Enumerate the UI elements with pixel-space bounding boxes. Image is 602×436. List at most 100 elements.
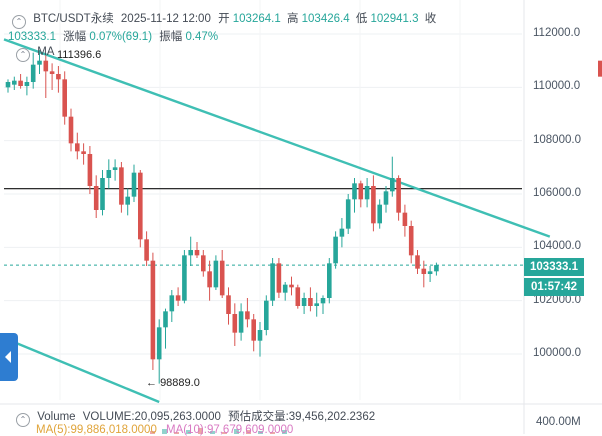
candle-body <box>219 260 225 296</box>
candle-body <box>421 268 427 274</box>
candle-body <box>226 295 231 314</box>
candle-body <box>295 287 301 306</box>
candle-body <box>87 154 93 186</box>
candle-body <box>333 236 338 264</box>
candle-body <box>289 284 294 288</box>
volume-bar <box>246 430 251 434</box>
volume-ma5: MA(5):99,886,018.0000 <box>36 424 157 436</box>
candle-body <box>81 151 86 154</box>
volume-bar <box>198 428 203 434</box>
candle-body <box>175 295 181 301</box>
candle-body <box>18 80 23 86</box>
candle-body <box>138 172 143 240</box>
candle-body <box>270 263 275 301</box>
candle-body <box>314 303 319 306</box>
candle-body <box>396 178 401 213</box>
candle-body <box>371 186 376 224</box>
max-price-value: 111396.6 <box>57 49 102 61</box>
candle-body <box>390 178 395 192</box>
candle-body <box>150 260 156 360</box>
ma-label[interactable]: MA <box>37 46 55 58</box>
expand-panel-button[interactable] <box>0 333 18 381</box>
candle-body <box>408 226 414 256</box>
candle-body <box>308 298 313 306</box>
forecast-volume: 预估成交量:39,456,202.2362 <box>228 411 376 423</box>
high-label: 高 <box>286 13 299 25</box>
candle-body <box>238 311 244 333</box>
price-tick-label: 100000.0 <box>533 347 581 359</box>
volume-bar <box>282 430 287 434</box>
max-price-annotation: 111396.6 <box>57 49 101 61</box>
candle-body <box>144 239 149 261</box>
left-arrow-icon: ← <box>146 377 157 389</box>
candle-body <box>402 212 408 226</box>
candle-body <box>415 255 420 269</box>
high-value: 103426.4 <box>301 13 350 25</box>
change-value: 0.07%(69.1) <box>89 31 153 43</box>
change-label: 涨幅 <box>63 31 87 43</box>
candle-body <box>24 82 30 86</box>
candle-body <box>377 204 382 224</box>
candle-body <box>182 255 187 301</box>
candle-body <box>163 311 168 328</box>
volume-bar <box>150 431 155 434</box>
ma-indicator-row: ⌃ MA <box>16 46 54 62</box>
candle-body <box>245 311 250 320</box>
candle-body <box>358 183 364 200</box>
countdown-tag: 01:57:42 <box>524 278 584 296</box>
volume-bar <box>222 432 227 434</box>
collapse-header-icon[interactable]: ⌃ <box>12 15 26 29</box>
collapse-volume-icon[interactable]: ⌃ <box>16 413 30 427</box>
candle-body <box>257 330 263 341</box>
volume-ma-row: MA(5):99,886,018.0000 MA(10):97,679,609.… <box>36 424 293 436</box>
edge-candle <box>598 60 602 77</box>
candle-body <box>12 80 17 85</box>
candle-body <box>119 167 124 205</box>
candle-body <box>131 172 137 197</box>
candle-body <box>251 319 256 341</box>
current-price-tag: 103333.1 <box>524 258 584 276</box>
candle-body <box>320 298 326 304</box>
price-tick-label: 108000.0 <box>533 133 581 146</box>
collapse-ma-icon[interactable]: ⌃ <box>16 48 30 62</box>
volume-bar <box>270 432 275 434</box>
candle-body <box>62 79 67 117</box>
volume-value: VOLUME:20,095,263.0000 <box>82 411 221 423</box>
candle-body <box>93 186 99 210</box>
open-label: 开 <box>218 13 230 25</box>
volume-bar <box>258 431 263 434</box>
price-tick-label: 112000.0 <box>533 27 581 39</box>
volume-bar <box>234 429 239 434</box>
datetime-label: 2025-11-12 12:00 <box>120 13 211 25</box>
candle-body <box>37 60 42 65</box>
candle-body <box>427 271 433 274</box>
candle-body <box>30 64 36 82</box>
candle-body <box>43 60 49 72</box>
candle-body <box>156 327 162 360</box>
candle-body <box>194 250 200 256</box>
price-tick-label: 102000.0 <box>533 293 581 306</box>
candle-body <box>213 260 219 288</box>
candle-body <box>345 199 351 229</box>
min-price-annotation: ← 98889.0 <box>146 377 200 389</box>
candle-body <box>125 196 130 205</box>
low-label: 低 <box>355 13 368 25</box>
change-row: 103333.1 涨幅 0.07%(69.1) 振幅 0.47% <box>8 28 218 44</box>
price-tick-label: 104000.0 <box>533 240 581 253</box>
amplitude-label: 振幅 <box>159 31 183 43</box>
close-value: 103333.1 <box>8 31 56 43</box>
candle-body <box>106 170 112 178</box>
candle-body <box>364 186 370 200</box>
amplitude-value: 0.47% <box>185 31 219 43</box>
volume-ma10: MA(10):97,679,609.0000 <box>166 424 294 436</box>
candle-body <box>383 191 389 205</box>
candle-body <box>100 178 105 210</box>
candle-body <box>112 167 118 170</box>
candle-body <box>276 263 282 293</box>
volume-label: Volume <box>37 411 76 423</box>
ohlc-header: ⌃ BTC/USDT永续 2025-11-12 12:00 开 103264.1… <box>12 10 436 29</box>
volume-bar <box>210 431 215 434</box>
candle-body <box>68 116 74 144</box>
candle-body <box>75 143 80 152</box>
